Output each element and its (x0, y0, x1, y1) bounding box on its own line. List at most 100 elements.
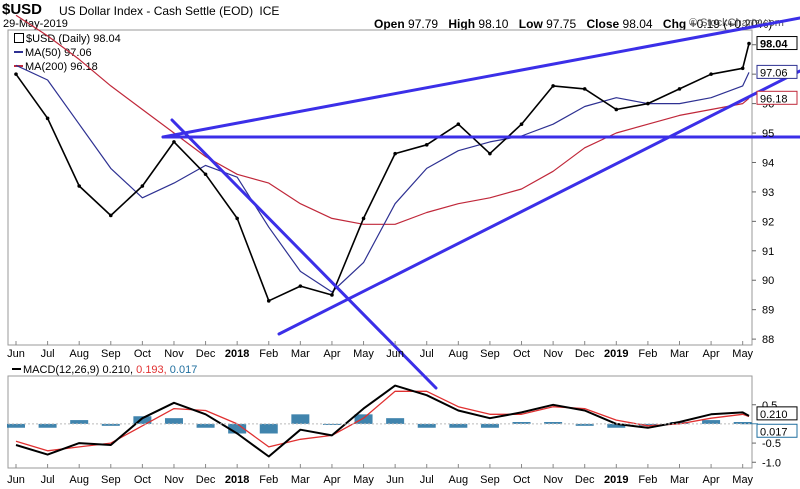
ma50-last-value-tag-box (756, 64, 798, 79)
top-month-label: Jul (420, 348, 434, 360)
high-value: 98.10 (478, 17, 509, 31)
bottom-month-label: Feb (638, 474, 657, 486)
chart-lines (14, 14, 751, 458)
low-value: 97.75 (546, 17, 577, 31)
price-point (614, 107, 619, 112)
bottom-month-label: Apr (323, 474, 340, 486)
macd-legend-swatch (12, 368, 21, 370)
hist-legend-value: 0.017 (169, 364, 198, 376)
price-point (393, 151, 397, 156)
high-label: High (448, 17, 476, 31)
bottom-month-label: Nov (543, 474, 563, 486)
top-month-label: Mar (291, 348, 310, 360)
top-month-label: Oct (513, 348, 530, 360)
price-point (14, 72, 18, 76)
macd-hist-bar (386, 418, 405, 424)
bottom-month-label: Jul (41, 474, 55, 486)
price-point (172, 140, 176, 144)
price-y-tick-label: 94 (762, 157, 774, 169)
price-point (740, 66, 745, 71)
macd-hist-bar (133, 416, 152, 424)
bottom-month-label: Sep (480, 474, 500, 486)
top-month-label: Jun (386, 348, 404, 360)
macd-hist-bar (196, 423, 215, 428)
price-point (646, 101, 650, 106)
price-point (298, 284, 303, 288)
price-point (235, 216, 239, 221)
macd-hist-bar (101, 423, 120, 426)
bottom-month-label: 2019 (604, 474, 628, 486)
macd-y-tick-label: -1.0 (762, 457, 781, 469)
price-point (551, 84, 555, 88)
trendline-down (170, 118, 438, 390)
price-point (747, 41, 751, 46)
macd-hist-bar (607, 423, 626, 428)
ma50-last-value-tag: 97.06 (760, 67, 788, 79)
top-month-label: Oct (134, 348, 151, 360)
macd-last-value-tag: 0.210 (760, 409, 788, 421)
close-label: Close (586, 17, 620, 31)
exchange: ICE (259, 4, 280, 18)
ma200-legend-text: MA(200) 96.18 (25, 61, 98, 73)
macd-hist-bar (575, 423, 594, 426)
macd-legend-value: 0.210, (102, 364, 134, 376)
top-month-label: Feb (259, 348, 278, 360)
ma200-last-value-tag: 96.18 (760, 93, 788, 105)
top-month-label: Apr (323, 348, 340, 360)
legend-price: $USD (Daily) 98.04 (14, 33, 121, 45)
macd-last-value-tag-box (756, 406, 798, 421)
macd-hist-bar (480, 423, 499, 428)
bottom-month-label: Dec (196, 474, 216, 486)
top-month-label: Dec (196, 348, 216, 360)
macd-hist-bar (417, 423, 436, 428)
bottom-month-label: Oct (513, 474, 530, 486)
bottom-month-label: Jul (420, 474, 434, 486)
price-point (330, 293, 334, 297)
price-point (424, 143, 429, 147)
macd-line (15, 384, 750, 458)
ma200-line (15, 14, 750, 225)
chart-title: US Dollar Index - Cash Settle (EOD) ICE (59, 4, 279, 18)
bottom-month-label: Dec (575, 474, 595, 486)
price-last-value-tag: 98.04 (760, 39, 788, 51)
macd-hist-bar (512, 422, 531, 424)
signal-line (15, 390, 750, 452)
ma50-legend-swatch (14, 51, 23, 53)
top-month-label: Sep (101, 348, 121, 360)
price-y-tick-label: 93 (762, 187, 774, 199)
bottom-month-label: May (732, 474, 753, 486)
top-month-label: May (353, 348, 374, 360)
bottom-month-label: Apr (703, 474, 720, 486)
macd-hist-bar (322, 423, 341, 425)
top-month-label: Feb (638, 348, 657, 360)
macd-hist-bar (544, 422, 563, 424)
price-line (15, 43, 750, 302)
top-month-label: May (732, 348, 753, 360)
ma200-last-value-tag-box (756, 90, 798, 105)
price-point (108, 213, 113, 218)
price-point (709, 72, 713, 76)
macd-hist-bar (291, 414, 310, 424)
price-point (488, 151, 492, 156)
macd-hist-bar (228, 423, 247, 434)
top-month-label: Aug (449, 348, 469, 360)
macd-hist-bar (638, 423, 657, 426)
macd-legend-name: MACD(12,26,9) (23, 364, 100, 376)
price-point (203, 172, 208, 177)
price-y-tick-label: 91 (762, 246, 774, 258)
price-point (361, 216, 366, 221)
chart-date: 29-May-2019 (3, 18, 68, 30)
macd-hist-bar (354, 414, 373, 424)
macd-hist-bar (733, 422, 752, 424)
close-value: 98.04 (622, 17, 653, 31)
macd-hist-bar (164, 418, 183, 424)
top-month-label: Aug (69, 348, 89, 360)
bottom-month-label: Aug (449, 474, 469, 486)
price-panel-frame (7, 29, 753, 346)
top-month-label: Jul (41, 348, 55, 360)
price-point (456, 122, 461, 127)
top-month-label: Mar (670, 348, 689, 360)
bottom-month-label: Feb (259, 474, 278, 486)
bottom-month-label: Mar (670, 474, 689, 486)
